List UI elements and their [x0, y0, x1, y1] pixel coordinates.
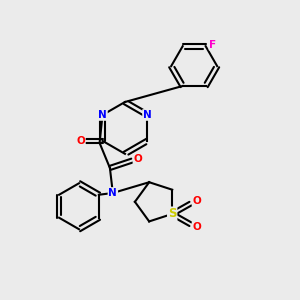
Text: N: N	[109, 188, 117, 198]
Text: O: O	[134, 154, 142, 164]
Text: F: F	[209, 40, 217, 50]
Text: S: S	[168, 207, 176, 220]
Text: O: O	[193, 222, 201, 232]
Text: N: N	[98, 110, 107, 120]
Text: N: N	[143, 110, 152, 120]
Text: O: O	[76, 136, 85, 146]
Text: O: O	[193, 196, 201, 206]
